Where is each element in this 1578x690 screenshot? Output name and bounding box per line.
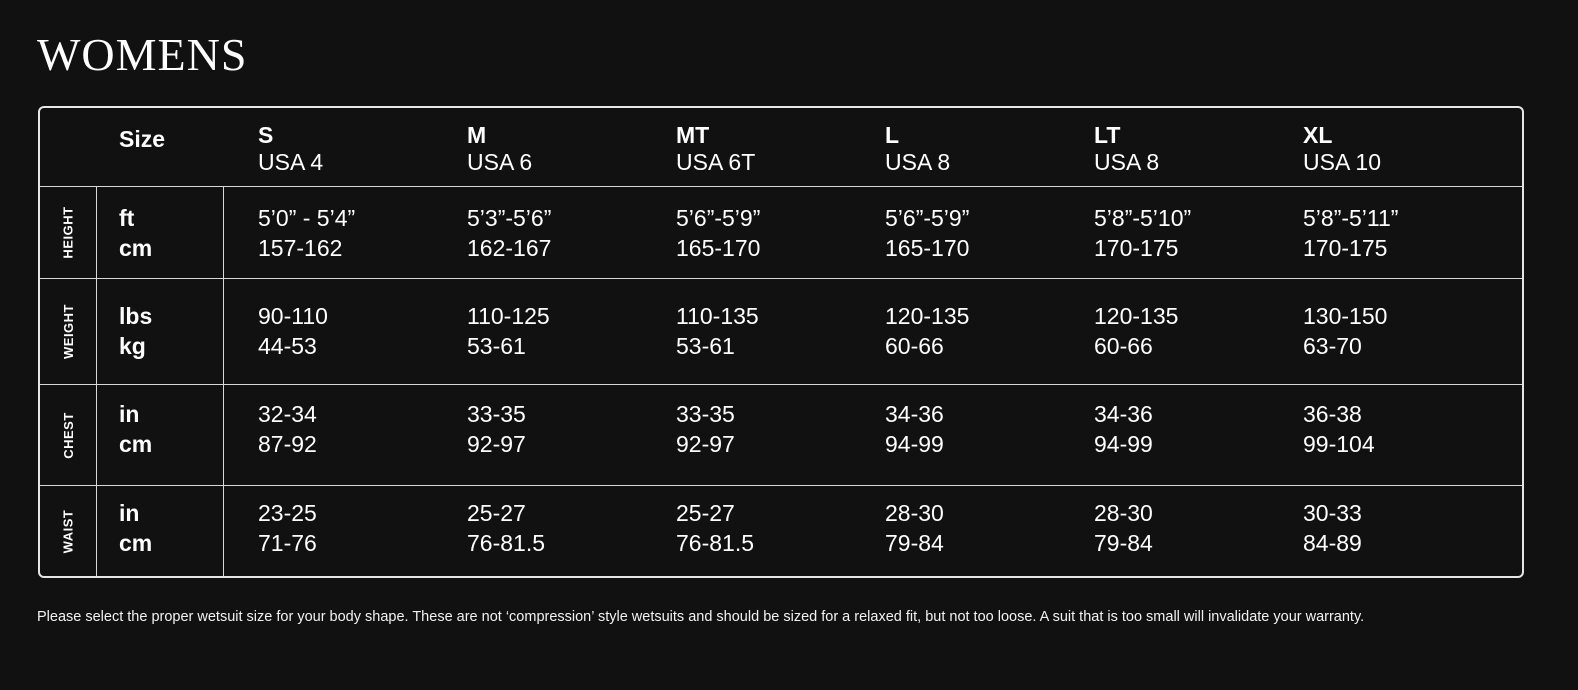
table-row-weight: WEIGHT lbs kg 90-110 44-53 110-125 53-61 1… (40, 279, 1522, 385)
table-cell: 30-33 84-89 (1303, 500, 1362, 556)
size-code: S (258, 122, 274, 148)
size-column-label: Size (119, 126, 166, 152)
size-code: LT (1094, 122, 1121, 148)
table-row-waist: WAIST in cm 23-25 71-76 25-27 76-81.5 25-2… (40, 486, 1522, 576)
table-cell: 25-27 76-81.5 (676, 500, 755, 556)
table-cell: 28-30 79-84 (1094, 500, 1153, 556)
table-cell: 23-25 71-76 (258, 500, 317, 556)
table-cell: 120-135 60-66 (1094, 303, 1179, 359)
table-cell: 120-135 60-66 (885, 303, 970, 359)
table-cell: 34-36 94-99 (885, 401, 944, 457)
size-header-mt: MT USA 6T (676, 122, 755, 176)
unit-labels: in cm (119, 500, 153, 556)
table-cell: 5’8”-5’10” 170-175 (1094, 205, 1192, 261)
table-cell: 25-27 76-81.5 (467, 500, 546, 556)
table-cell: 33-35 92-97 (676, 401, 735, 457)
size-header-lt: LT USA 8 (1094, 122, 1159, 176)
size-usa: USA 10 (1303, 149, 1381, 175)
page-title: WOMENS (37, 29, 248, 80)
table-cell: 5’6”-5’9” 165-170 (676, 205, 761, 261)
size-code: XL (1303, 122, 1333, 148)
table-cell: 5’8”-5’11” 170-175 (1303, 205, 1399, 261)
size-code: L (885, 122, 900, 148)
unit-labels: ft cm (119, 205, 153, 261)
table-cell: 34-36 94-99 (1094, 401, 1153, 457)
size-header-s: S USA 4 (258, 122, 323, 176)
size-code: MT (676, 122, 710, 148)
size-chart-table: Size S USA 4 M USA 6 MT USA 6T L USA 8 L… (38, 106, 1524, 578)
table-cell: 130-150 63-70 (1303, 303, 1388, 359)
table-row-height: HEIGHT ft cm 5’0” - 5’4” 157-162 5’3”-5’6… (40, 187, 1522, 279)
size-disclaimer: Please select the proper wetsuit size fo… (37, 609, 1365, 625)
table-cell: 5’3”-5’6” 162-167 (467, 205, 552, 261)
table-row-chest: CHEST in cm 32-34 87-92 33-35 92-97 33-35 9… (40, 385, 1522, 486)
category-label: HEIGHT (60, 206, 76, 259)
category-label: WEIGHT (60, 304, 76, 359)
column-divider (96, 187, 97, 576)
table-cell: 90-110 44-53 (258, 303, 328, 359)
size-usa: USA 8 (885, 149, 951, 175)
table-cell: 110-125 53-61 (467, 303, 550, 359)
table-cell: 33-35 92-97 (467, 401, 526, 457)
table-cell: 36-38 99-104 (1303, 401, 1375, 457)
table-cell: 28-30 79-84 (885, 500, 944, 556)
size-usa: USA 4 (258, 149, 324, 175)
table-cell: 5’0” - 5’4” 157-162 (258, 205, 356, 261)
table-cell: 5’6”-5’9” 165-170 (885, 205, 970, 261)
size-header-l: L USA 8 (885, 122, 950, 176)
size-usa: USA 6 (467, 149, 533, 175)
table-cell: 110-135 53-61 (676, 303, 759, 359)
category-label: WAIST (60, 509, 76, 554)
unit-labels: lbs kg (119, 303, 153, 359)
size-header-m: M USA 6 (467, 122, 532, 176)
column-divider (223, 187, 224, 576)
category-label: CHEST (60, 411, 76, 459)
size-usa: USA 8 (1094, 149, 1160, 175)
size-usa: USA 6T (676, 149, 756, 175)
unit-labels: in cm (119, 401, 153, 457)
size-code: M (467, 122, 487, 148)
table-cell: 32-34 87-92 (258, 401, 317, 457)
table-header-row: Size S USA 4 M USA 6 MT USA 6T L USA 8 L… (40, 108, 1522, 187)
size-header-xl: XL USA 10 (1303, 122, 1381, 176)
